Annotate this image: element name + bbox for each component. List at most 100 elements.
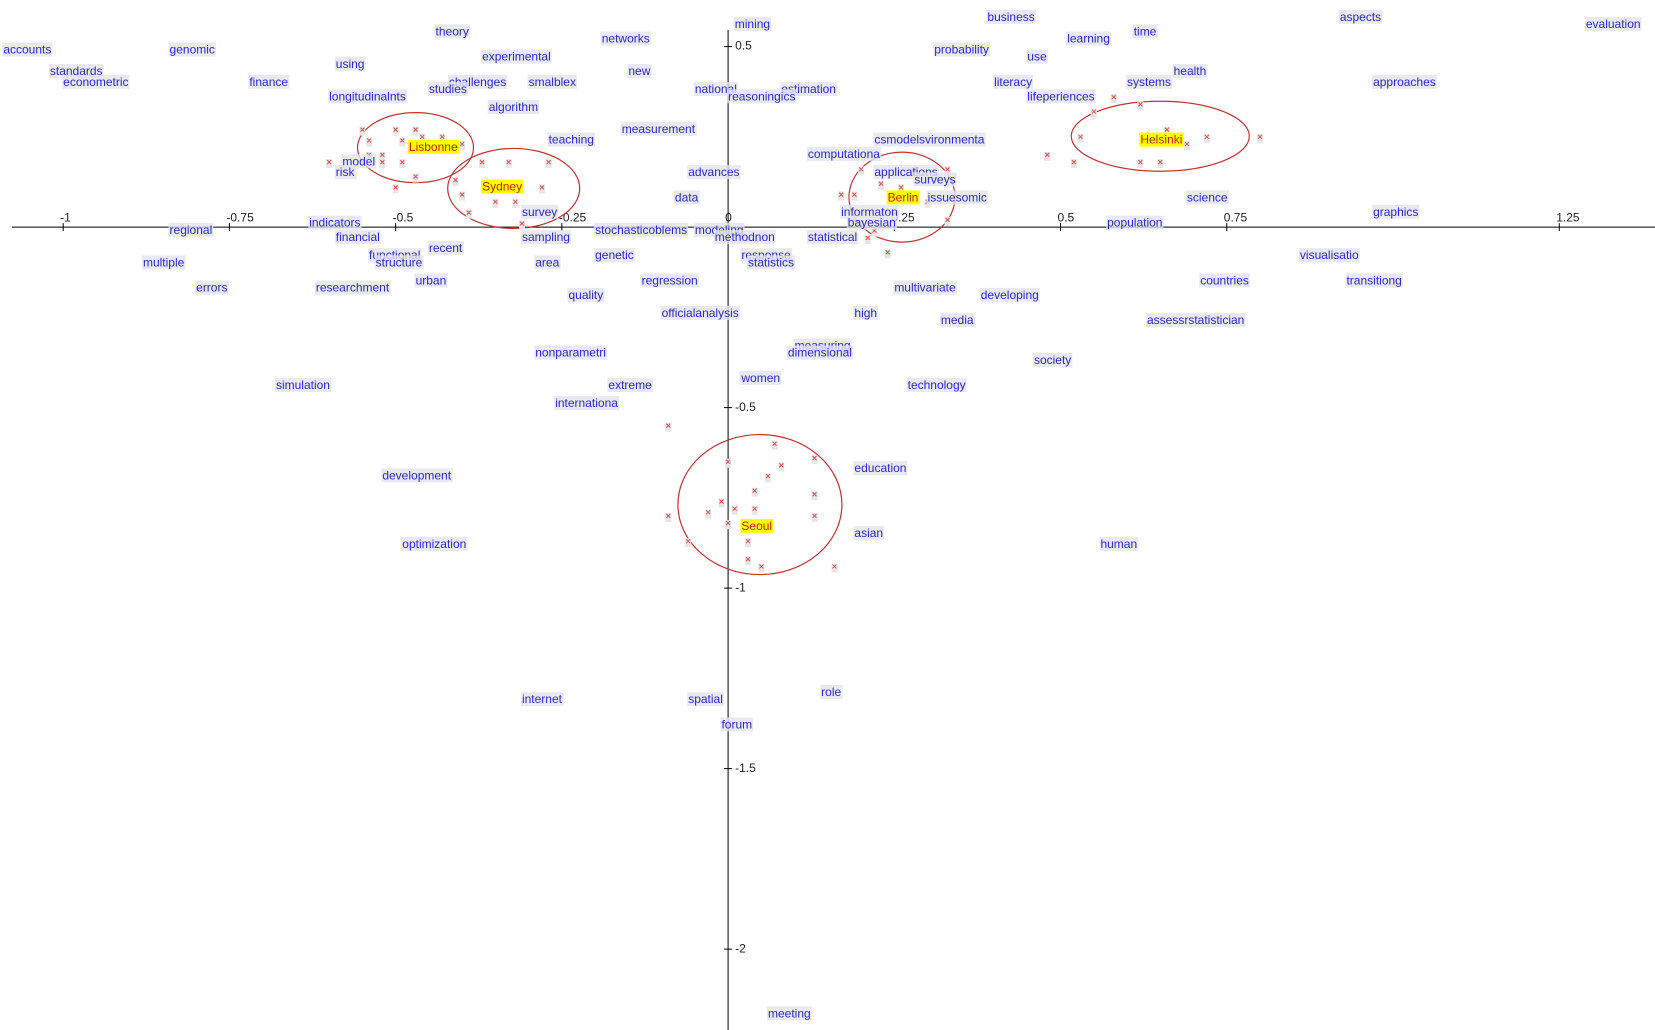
point-background: [1163, 126, 1170, 136]
point-background: [725, 458, 732, 468]
point: [665, 512, 672, 522]
point-stroke: [705, 509, 711, 515]
point-background: [359, 126, 366, 136]
point-stroke: [832, 564, 837, 569]
word-label: mining: [735, 17, 770, 31]
x-tick-label: -1: [60, 210, 71, 224]
point-background: [1157, 159, 1164, 169]
point-background: [1090, 108, 1097, 118]
point-stroke: [466, 210, 472, 215]
cluster-ellipse: [356, 112, 475, 184]
point-stroke: [852, 192, 857, 197]
point-stroke: [778, 463, 784, 468]
word-label: human: [1100, 537, 1137, 551]
label-background: [886, 190, 920, 205]
label-background: [873, 132, 986, 147]
point-background: [864, 234, 871, 244]
point: [412, 173, 419, 183]
x-tick-label: 0: [725, 210, 732, 224]
word-label: regression: [642, 273, 698, 287]
y-tick-label: -1: [735, 580, 746, 594]
word-label: transitiong: [1346, 273, 1401, 287]
label-background: [554, 396, 620, 411]
point: [452, 177, 459, 187]
label-background: [926, 190, 988, 205]
word-label: women: [740, 371, 780, 385]
point: [878, 180, 885, 190]
point-background: [399, 159, 406, 169]
point: [811, 455, 818, 465]
point-stroke: [366, 138, 372, 143]
word-label: finance: [249, 75, 288, 89]
label-background: [1026, 49, 1048, 64]
label-background: [341, 154, 377, 169]
point: [538, 184, 545, 194]
label-background: [168, 42, 216, 57]
point-stroke: [1204, 134, 1210, 140]
point-stroke: [885, 250, 891, 255]
word-label: visualisatio: [1300, 248, 1359, 262]
point-stroke: [752, 488, 758, 493]
point-stroke: [393, 185, 398, 190]
word-label: statistical: [808, 230, 857, 244]
point-background: [725, 520, 732, 530]
label-background: [534, 345, 607, 360]
point: [1137, 159, 1144, 169]
point-stroke: [732, 506, 738, 512]
point-background: [465, 209, 472, 219]
label-background: [933, 42, 990, 57]
label-background: [520, 692, 564, 707]
point-background: [811, 455, 818, 465]
point-stroke: [1111, 94, 1117, 100]
label-background: [381, 468, 453, 483]
x-tick-label: 0.75: [1224, 210, 1248, 224]
point: [412, 126, 419, 136]
label-background: [993, 74, 1034, 89]
word-label: theory: [436, 24, 469, 38]
point: [1044, 151, 1051, 161]
word-label: use: [1027, 50, 1047, 64]
label-background: [427, 82, 468, 97]
point: [745, 538, 752, 548]
word-label: role: [821, 685, 841, 699]
word-label: graphics: [1373, 205, 1418, 219]
point: [459, 141, 466, 151]
word-label: evaluation: [1586, 17, 1641, 31]
point-stroke: [360, 127, 365, 132]
label-background: [195, 280, 229, 295]
point-background: [745, 556, 752, 566]
point-stroke: [1091, 109, 1097, 114]
word-label: education: [854, 461, 906, 475]
label-background: [913, 172, 957, 187]
point: [379, 159, 386, 169]
label-background: [893, 280, 958, 295]
word-label: using: [336, 57, 365, 71]
word-label: model: [342, 154, 375, 168]
word-label: area: [535, 255, 559, 269]
cluster-ellipse: [447, 147, 581, 230]
label-background: [407, 139, 459, 154]
word-label: multivariate: [894, 281, 956, 295]
point-background: [758, 563, 765, 573]
point-stroke: [393, 127, 398, 132]
label-background: [414, 273, 448, 288]
label-background: [846, 215, 897, 230]
label-background: [328, 89, 407, 104]
point: [465, 209, 472, 219]
city-label: Seoul: [741, 519, 772, 533]
point-background: [412, 126, 419, 136]
word-label: genomic: [170, 42, 215, 56]
word-label: health: [1174, 64, 1207, 78]
point-stroke: [725, 459, 731, 465]
x-tick-label: 1.25: [1556, 210, 1580, 224]
point-stroke: [419, 134, 425, 140]
label-background: [727, 89, 797, 104]
point: [366, 137, 373, 147]
label-background: [520, 230, 571, 245]
word-label: simulation: [276, 378, 330, 392]
word-label: aspects: [1340, 10, 1381, 24]
point-background: [366, 137, 373, 147]
point-stroke: [812, 491, 817, 497]
point-background: [545, 159, 552, 169]
